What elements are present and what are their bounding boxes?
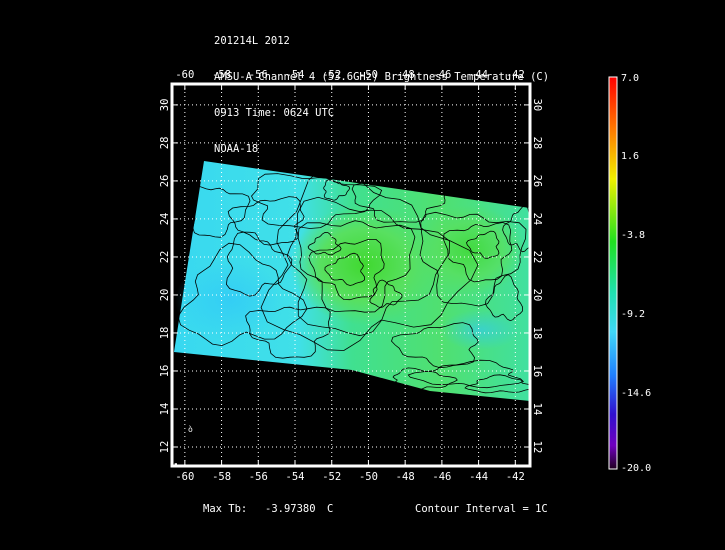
lon-tick-label-bottom: -58 [212,471,231,483]
lat-tick-label-right: 12 [531,441,543,454]
lat-tick-label-left: 22 [159,251,171,264]
lat-tick-label-right: 26 [531,175,543,188]
lon-tick-label-top: -52 [322,69,341,81]
lat-tick-label-right: 20 [531,289,543,302]
lon-tick-label-bottom: -52 [322,471,341,483]
plot-title: 201214L 2012 AMSU-A Channel 4 (53.6GHz) … [214,11,549,167]
lon-tick-label-top: -58 [212,69,231,81]
colorbar-label-5: -14.6 [621,388,652,399]
title-satellite: NOAA-18 [214,143,259,155]
contour-line [245,306,331,359]
lon-tick-label-top: -44 [469,69,488,81]
lon-tick-label-bottom: -54 [286,471,305,483]
contour-line [389,367,458,392]
lat-tick-label-left: 12 [159,441,171,454]
colorbar [608,76,618,470]
contour-line [324,252,365,286]
contour-line [177,242,308,347]
lat-tick-label-left: 28 [159,137,171,150]
contour-line [466,230,500,259]
lon-tick-label-bottom: -46 [432,471,451,483]
plot-frame [170,82,532,468]
warm-core-region [290,205,440,325]
title-channel: AMSU-A Channel 4 (53.6GHz) Brightness Te… [214,71,550,83]
lat-tick-label-right: 18 [531,327,543,340]
colorbar-label-4: -9.2 [621,309,646,320]
lat-tick-label-right: 22 [531,251,543,264]
lat-tick-label-right: 24 [531,213,543,226]
contour-line [464,374,530,394]
colorbar-label-2: 1.6 [621,151,640,162]
lon-tick-label-top: -42 [506,69,525,81]
lon-tick-label-top: -54 [286,69,305,81]
lat-tick-label-left: 20 [159,289,171,302]
contour-line [443,222,513,283]
max-tb-label: Max Tb: [203,503,248,515]
lat-tick-label-left: 14 [159,403,171,416]
title-storm-id: 201214L 2012 [214,35,290,47]
max-tb-value: -3.97380 [265,503,316,515]
lower-left-marker: ▪ [174,461,178,468]
contour-line [369,279,403,309]
contour-line [419,211,527,307]
lat-tick-label-right: 14 [531,403,543,416]
title-time: 0913 Time: 0624 UTC [214,107,335,119]
lon-tick-label-bottom: -50 [359,471,378,483]
axis-ticks: -60 -60 -58 -58 -56 -56 -54 -54 -52 -52 -50 -50 -48 -… [159,69,543,483]
lon-tick-label-top: -60 [175,69,194,81]
contour-line [225,231,293,297]
contour-line [260,167,479,351]
contour-line [251,173,383,229]
lat-tick-label-left: 24 [159,213,171,226]
lon-tick-label-top: -56 [249,69,268,81]
lon-tick-label-bottom: -42 [506,471,525,483]
contour-line [391,322,479,369]
lon-tick-label-top: -48 [396,69,415,81]
contour-interval: Contour Interval = 1C [415,503,548,515]
colorbar-label-max: 7.0 [621,73,640,84]
lat-tick-label-left: 26 [159,175,171,188]
lon-tick-label-top: -50 [359,69,378,81]
contour-line [227,196,305,246]
lon-tick-label-bottom: -48 [396,471,415,483]
lat-tick-label-left: 18 [159,327,171,340]
colorbar-label-min: -20.0 [621,463,652,474]
lon-tick-label-bottom: -56 [249,471,268,483]
temperature-contours [177,167,530,394]
lat-tick-label-right: 30 [531,99,543,112]
cool-region-west [175,260,285,340]
colorbar-label-3: -3.8 [621,230,646,241]
small-island-marker: ò [188,424,193,434]
lat-tick-label-left: 16 [159,365,171,378]
lat-tick-label-right: 16 [531,365,543,378]
lat-tick-label-left: 30 [159,99,171,112]
lat-tick-label-right: 28 [531,137,543,150]
cool-region-southeast [440,310,520,350]
lon-tick-label-bottom: -60 [175,471,194,483]
contour-line [502,205,530,253]
contour-line [323,179,351,201]
max-tb-unit: C [327,503,334,515]
lon-tick-label-bottom: -44 [469,471,488,483]
lon-tick-label-top: -46 [432,69,451,81]
contour-line [297,220,416,313]
contour-line [485,274,524,322]
contour-line [308,239,385,301]
warm-region-east [415,205,525,295]
contour-line [407,359,525,389]
contour-line [185,185,251,238]
